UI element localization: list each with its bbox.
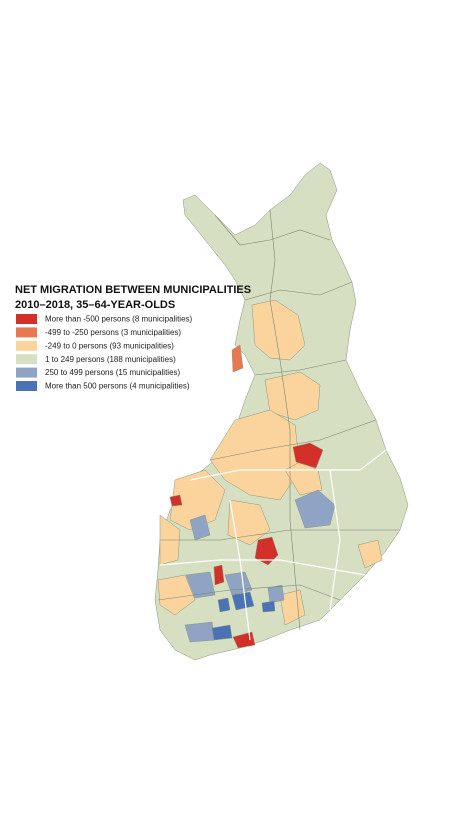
legend-swatch <box>16 367 37 378</box>
legend-swatch <box>16 354 37 365</box>
border <box>214 214 331 246</box>
region <box>169 494 183 507</box>
legend-label: More than 500 persons (4 municipalities) <box>45 382 190 391</box>
region-border <box>329 469 341 611</box>
border <box>254 359 347 376</box>
region <box>261 600 276 613</box>
region <box>209 409 301 501</box>
region <box>294 489 336 529</box>
legend-subtitle: 2010–2018, 35–64-YEAR-OLDS <box>15 299 175 311</box>
border <box>157 584 341 601</box>
region <box>217 597 231 613</box>
legend: More than -500 persons (8 municipalities… <box>16 314 193 391</box>
region <box>211 624 233 641</box>
legend-label: -249 to 0 persons (93 municipalities) <box>45 341 174 350</box>
border <box>160 529 400 541</box>
legend-swatch <box>16 340 37 351</box>
legend-title: NET MIGRATION BETWEEN MUNICIPALITIES <box>15 284 251 296</box>
region <box>267 584 285 604</box>
legend-swatch <box>16 381 37 391</box>
region <box>185 571 216 599</box>
region <box>213 564 225 586</box>
region <box>189 514 211 541</box>
region <box>292 442 324 469</box>
region <box>157 574 196 616</box>
legend-swatch <box>16 327 37 338</box>
legend-label: 250 to 499 persons (15 municipalities) <box>45 368 181 377</box>
region <box>357 539 383 569</box>
border <box>244 281 353 301</box>
legend-label: -499 to -250 persons (3 municipalities) <box>45 328 181 337</box>
region <box>169 469 226 531</box>
region <box>227 499 271 546</box>
region-border <box>229 499 251 641</box>
legend-label: More than -500 persons (8 municipalities… <box>45 315 193 324</box>
region-border <box>189 449 387 481</box>
region-border <box>159 559 366 576</box>
map-regions <box>154 162 409 661</box>
region <box>184 621 216 643</box>
region <box>224 571 253 596</box>
borders <box>157 209 400 641</box>
border <box>269 209 301 631</box>
region <box>251 299 306 361</box>
legend-swatch <box>16 314 37 324</box>
legend-label: 1 to 249 persons (188 municipalities) <box>45 355 176 364</box>
region <box>231 344 244 373</box>
